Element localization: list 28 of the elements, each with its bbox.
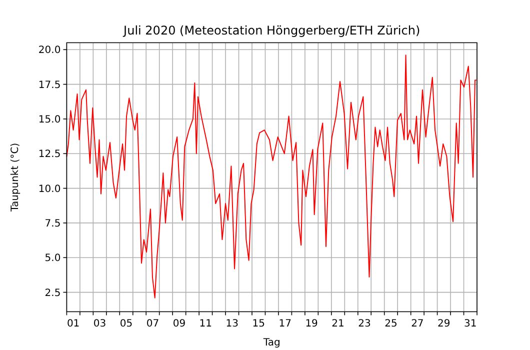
y-tick-label: 15.0 bbox=[38, 114, 61, 126]
x-tick-label: 25 bbox=[384, 318, 398, 330]
y-tick-label: 10.0 bbox=[38, 184, 61, 195]
x-tick-label: 19 bbox=[305, 318, 318, 330]
x-tick-label: 21 bbox=[332, 318, 344, 330]
x-tick-label: 15 bbox=[252, 318, 265, 330]
x-tick-label: 13 bbox=[226, 318, 239, 330]
y-tick-label: 5.0 bbox=[44, 253, 61, 264]
x-tick-label: 23 bbox=[358, 318, 371, 330]
y-tick-label: 12.5 bbox=[38, 149, 61, 160]
chart-title: Juli 2020 (Meteostation Hönggerberg/ETH Zürich) bbox=[122, 24, 420, 38]
x-axis-title: Tag bbox=[262, 338, 280, 349]
y-tick-label: 2.5 bbox=[44, 288, 61, 299]
x-tick-label: 01 bbox=[66, 318, 80, 330]
x-tick-label: 09 bbox=[172, 318, 186, 330]
x-tick-label: 11 bbox=[199, 318, 212, 330]
x-tick-label: 29 bbox=[438, 318, 450, 330]
x-tick-label: 05 bbox=[120, 318, 133, 330]
y-axis-title: Taupunkt (°C) bbox=[10, 142, 21, 213]
line-series bbox=[66, 54, 477, 298]
x-tick-label: 17 bbox=[278, 318, 292, 330]
y-tick-label: 20.0 bbox=[38, 45, 61, 56]
x-tick-label: 07 bbox=[146, 318, 160, 330]
x-tick-label: 27 bbox=[411, 318, 424, 330]
y-tick-label: 17.5 bbox=[38, 80, 61, 91]
x-tick-label: 31 bbox=[464, 318, 477, 330]
y-tick-label: 7.5 bbox=[44, 218, 61, 230]
x-tick-label: 03 bbox=[93, 318, 106, 330]
